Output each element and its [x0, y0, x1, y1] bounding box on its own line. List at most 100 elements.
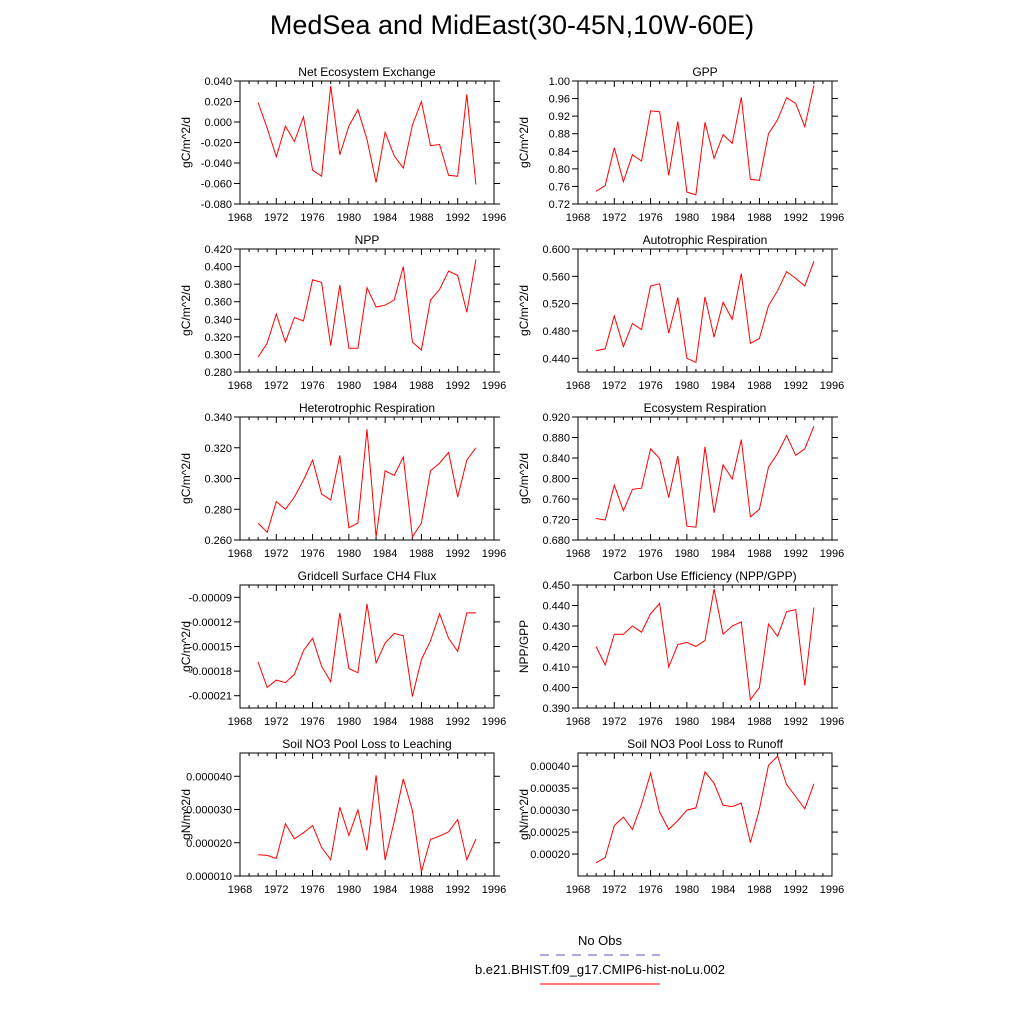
y-tick-label: 0.000 — [204, 117, 232, 129]
plot-frame — [239, 80, 495, 205]
x-tick-label: 1976 — [638, 716, 662, 728]
x-tick-label: 1980 — [675, 212, 699, 224]
x-tick-label: 1984 — [711, 548, 735, 560]
x-tick-label: 1992 — [445, 716, 469, 728]
x-tick-label: 1972 — [264, 884, 288, 896]
x-tick-label: 1976 — [300, 212, 324, 224]
series-line — [595, 85, 815, 196]
x-tick-label: 1984 — [373, 380, 397, 392]
panel-6: Ecosystem Respiration gC/m^2/d 1968 1972 197… — [517, 401, 844, 560]
x-tick-label: 1968 — [566, 716, 590, 728]
y-axis-label: gC/m^2/d — [517, 453, 531, 504]
series-line — [596, 426, 815, 528]
y-tick-label: 0.380 — [204, 279, 232, 291]
y-tick-label: -0.080 — [201, 199, 232, 211]
x-tick-label: 1988 — [409, 884, 433, 896]
panel-title: NPP — [355, 233, 380, 247]
x-tick-label: 1984 — [711, 884, 735, 896]
x-tick-label: 1996 — [482, 212, 506, 224]
x-tick-label: 1988 — [747, 548, 771, 560]
x-tick-label: 1976 — [300, 548, 324, 560]
x-tick-label: 1972 — [602, 380, 626, 392]
x-tick-label: 1968 — [566, 212, 590, 224]
x-tick-label: 1976 — [300, 380, 324, 392]
plot-frame — [239, 752, 495, 877]
panel-4: Autotrophic Respiration gC/m^2/d 1968 1972 1… — [517, 233, 844, 392]
y-axis-label: gC/m^2/d — [179, 621, 193, 672]
x-tick-label: 1972 — [602, 884, 626, 896]
x-tick-label: 1968 — [566, 548, 590, 560]
x-tick-label: 1992 — [783, 716, 807, 728]
legend-model-label: b.e21.BHIST.f09_g17.CMIP6-hist-noLu.002 — [475, 962, 725, 977]
x-tick-label: 1992 — [783, 548, 807, 560]
series-line — [595, 589, 815, 702]
panel-title: GPP — [692, 65, 717, 79]
panel-9: Soil NO3 Pool Loss to Leaching gN/m^2/d 19… — [179, 737, 506, 896]
y-tick-label: 0.76 — [549, 181, 570, 193]
y-tick-label: 0.440 — [542, 353, 570, 365]
x-tick-label: 1992 — [783, 212, 807, 224]
panel-7: Gridcell Surface CH4 Flux gC/m^2/d 1968 197… — [179, 569, 506, 728]
x-tick-label: 1992 — [783, 380, 807, 392]
x-tick-label: 1968 — [228, 380, 252, 392]
series-line — [595, 755, 815, 864]
x-tick-label: 1968 — [228, 212, 252, 224]
x-tick-label: 1972 — [602, 548, 626, 560]
x-tick-label: 1988 — [409, 380, 433, 392]
x-tick-label: 1972 — [264, 380, 288, 392]
panel-3: NPP gC/m^2/d 1968 1972 1976 1980 1984 1988 1992 1… — [179, 233, 506, 392]
x-tick-label: 1972 — [264, 716, 288, 728]
y-tick-label: 0.300 — [204, 349, 232, 361]
x-tick-label: 1980 — [337, 716, 361, 728]
y-tick-label: 0.450 — [542, 580, 570, 592]
y-tick-label: 0.280 — [204, 367, 232, 379]
y-tick-label: 0.320 — [204, 443, 232, 455]
series-line — [257, 86, 477, 185]
series-line — [258, 775, 477, 872]
y-tick-label: 0.000030 — [186, 805, 232, 817]
x-tick-label: 1980 — [675, 380, 699, 392]
y-tick-label: 0.480 — [542, 326, 570, 338]
x-tick-label: 1976 — [638, 548, 662, 560]
y-axis-label: gC/m^2/d — [179, 453, 193, 504]
x-tick-label: 1984 — [373, 212, 397, 224]
y-tick-label: 0.600 — [542, 244, 570, 256]
panel-title: Ecosystem Respiration — [644, 401, 767, 415]
x-tick-label: 1988 — [409, 212, 433, 224]
panel-10: Soil NO3 Pool Loss to Runoff gN/m^2/d 1968… — [517, 737, 844, 896]
legend-obs-label: No Obs — [578, 933, 623, 948]
x-tick-label: 1996 — [820, 380, 844, 392]
y-tick-label: 0.340 — [204, 412, 232, 424]
x-tick-label: 1984 — [373, 884, 397, 896]
plot-frame — [239, 416, 495, 541]
y-tick-label: 0.80 — [549, 164, 570, 176]
y-tick-label: -0.00009 — [189, 592, 232, 604]
x-tick-label: 1984 — [711, 212, 735, 224]
x-tick-label: 1968 — [566, 380, 590, 392]
panel-title: Net Ecosystem Exchange — [298, 65, 436, 79]
x-tick-label: 1980 — [337, 548, 361, 560]
y-tick-label: 0.300 — [204, 474, 232, 486]
y-tick-label: -0.00018 — [189, 666, 232, 678]
x-tick-label: 1984 — [373, 716, 397, 728]
plot-frame — [577, 248, 833, 373]
y-tick-label: 0.880 — [542, 433, 570, 445]
series-line — [595, 261, 815, 364]
series-line — [257, 429, 477, 539]
panel-1: Net Ecosystem Exchange gC/m^2/d 1968 1972 19… — [179, 65, 506, 224]
y-tick-label: -0.00015 — [189, 642, 232, 654]
x-tick-label: 1992 — [445, 548, 469, 560]
y-tick-label: 0.340 — [204, 314, 232, 326]
y-tick-label: -0.040 — [201, 158, 232, 170]
x-tick-label: 1996 — [482, 884, 506, 896]
y-tick-label: 0.040 — [204, 76, 232, 88]
x-tick-label: 1980 — [675, 884, 699, 896]
y-tick-label: 0.560 — [542, 271, 570, 283]
panel-title: Soil NO3 Pool Loss to Leaching — [282, 737, 451, 751]
x-tick-label: 1972 — [264, 212, 288, 224]
x-tick-label: 1992 — [445, 212, 469, 224]
x-tick-label: 1984 — [711, 716, 735, 728]
y-tick-label: 0.920 — [542, 412, 570, 424]
x-tick-label: 1972 — [602, 716, 626, 728]
